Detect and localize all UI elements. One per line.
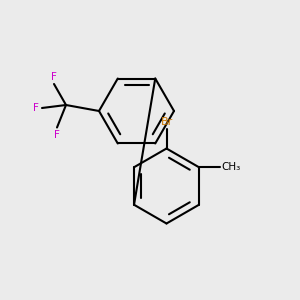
Text: F: F	[54, 130, 60, 140]
Text: CH₃: CH₃	[221, 162, 241, 172]
Text: Br: Br	[160, 118, 172, 128]
Text: F: F	[33, 103, 39, 113]
Text: F: F	[51, 72, 57, 82]
